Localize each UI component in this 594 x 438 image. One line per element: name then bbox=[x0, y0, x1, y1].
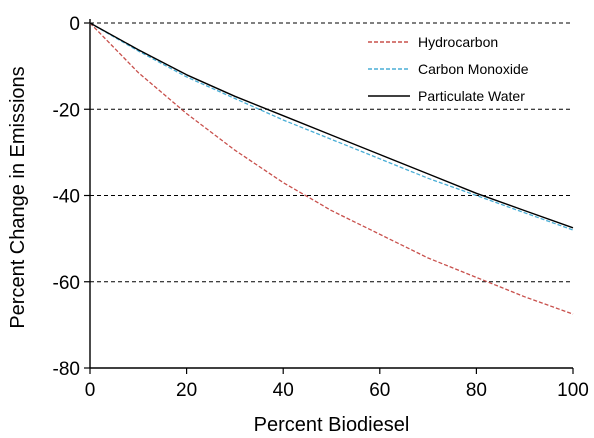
y-axis-label: Percent Change in Emissions bbox=[7, 66, 29, 328]
series-line-hydrocarbon bbox=[89, 22, 574, 315]
gridlines bbox=[90, 22, 573, 283]
axes bbox=[89, 19, 573, 369]
y-tick-label: -40 bbox=[53, 187, 80, 208]
series-line-particulate-water bbox=[89, 22, 574, 229]
x-axis-label: Percent Biodiesel bbox=[254, 414, 410, 436]
legend-label: Hydrocarbon bbox=[418, 34, 498, 50]
x-tick-label: 100 bbox=[557, 380, 589, 401]
x-tick-label: 40 bbox=[273, 380, 294, 401]
x-tick-label: 80 bbox=[466, 380, 487, 401]
series-line-carbon-monoxide bbox=[89, 22, 574, 231]
y-tick-label: -20 bbox=[53, 100, 80, 121]
y-tick-label: -80 bbox=[53, 359, 80, 380]
y-tick-label: -60 bbox=[53, 273, 80, 294]
series-lines bbox=[89, 22, 574, 315]
y-ticks: 0 -20 -40 -60 -80 bbox=[53, 14, 90, 380]
legend-label: Particulate Water bbox=[418, 88, 525, 104]
x-tick-label: 60 bbox=[369, 380, 390, 401]
x-ticks: 0 20 40 60 80 100 bbox=[85, 368, 589, 401]
y-tick-label: 0 bbox=[69, 14, 80, 35]
x-tick-label: 20 bbox=[176, 380, 197, 401]
legend-label: Carbon Monoxide bbox=[418, 61, 529, 77]
legend: Hydrocarbon Carbon Monoxide Particulate Wa… bbox=[368, 34, 529, 104]
x-tick-label: 0 bbox=[85, 380, 96, 401]
